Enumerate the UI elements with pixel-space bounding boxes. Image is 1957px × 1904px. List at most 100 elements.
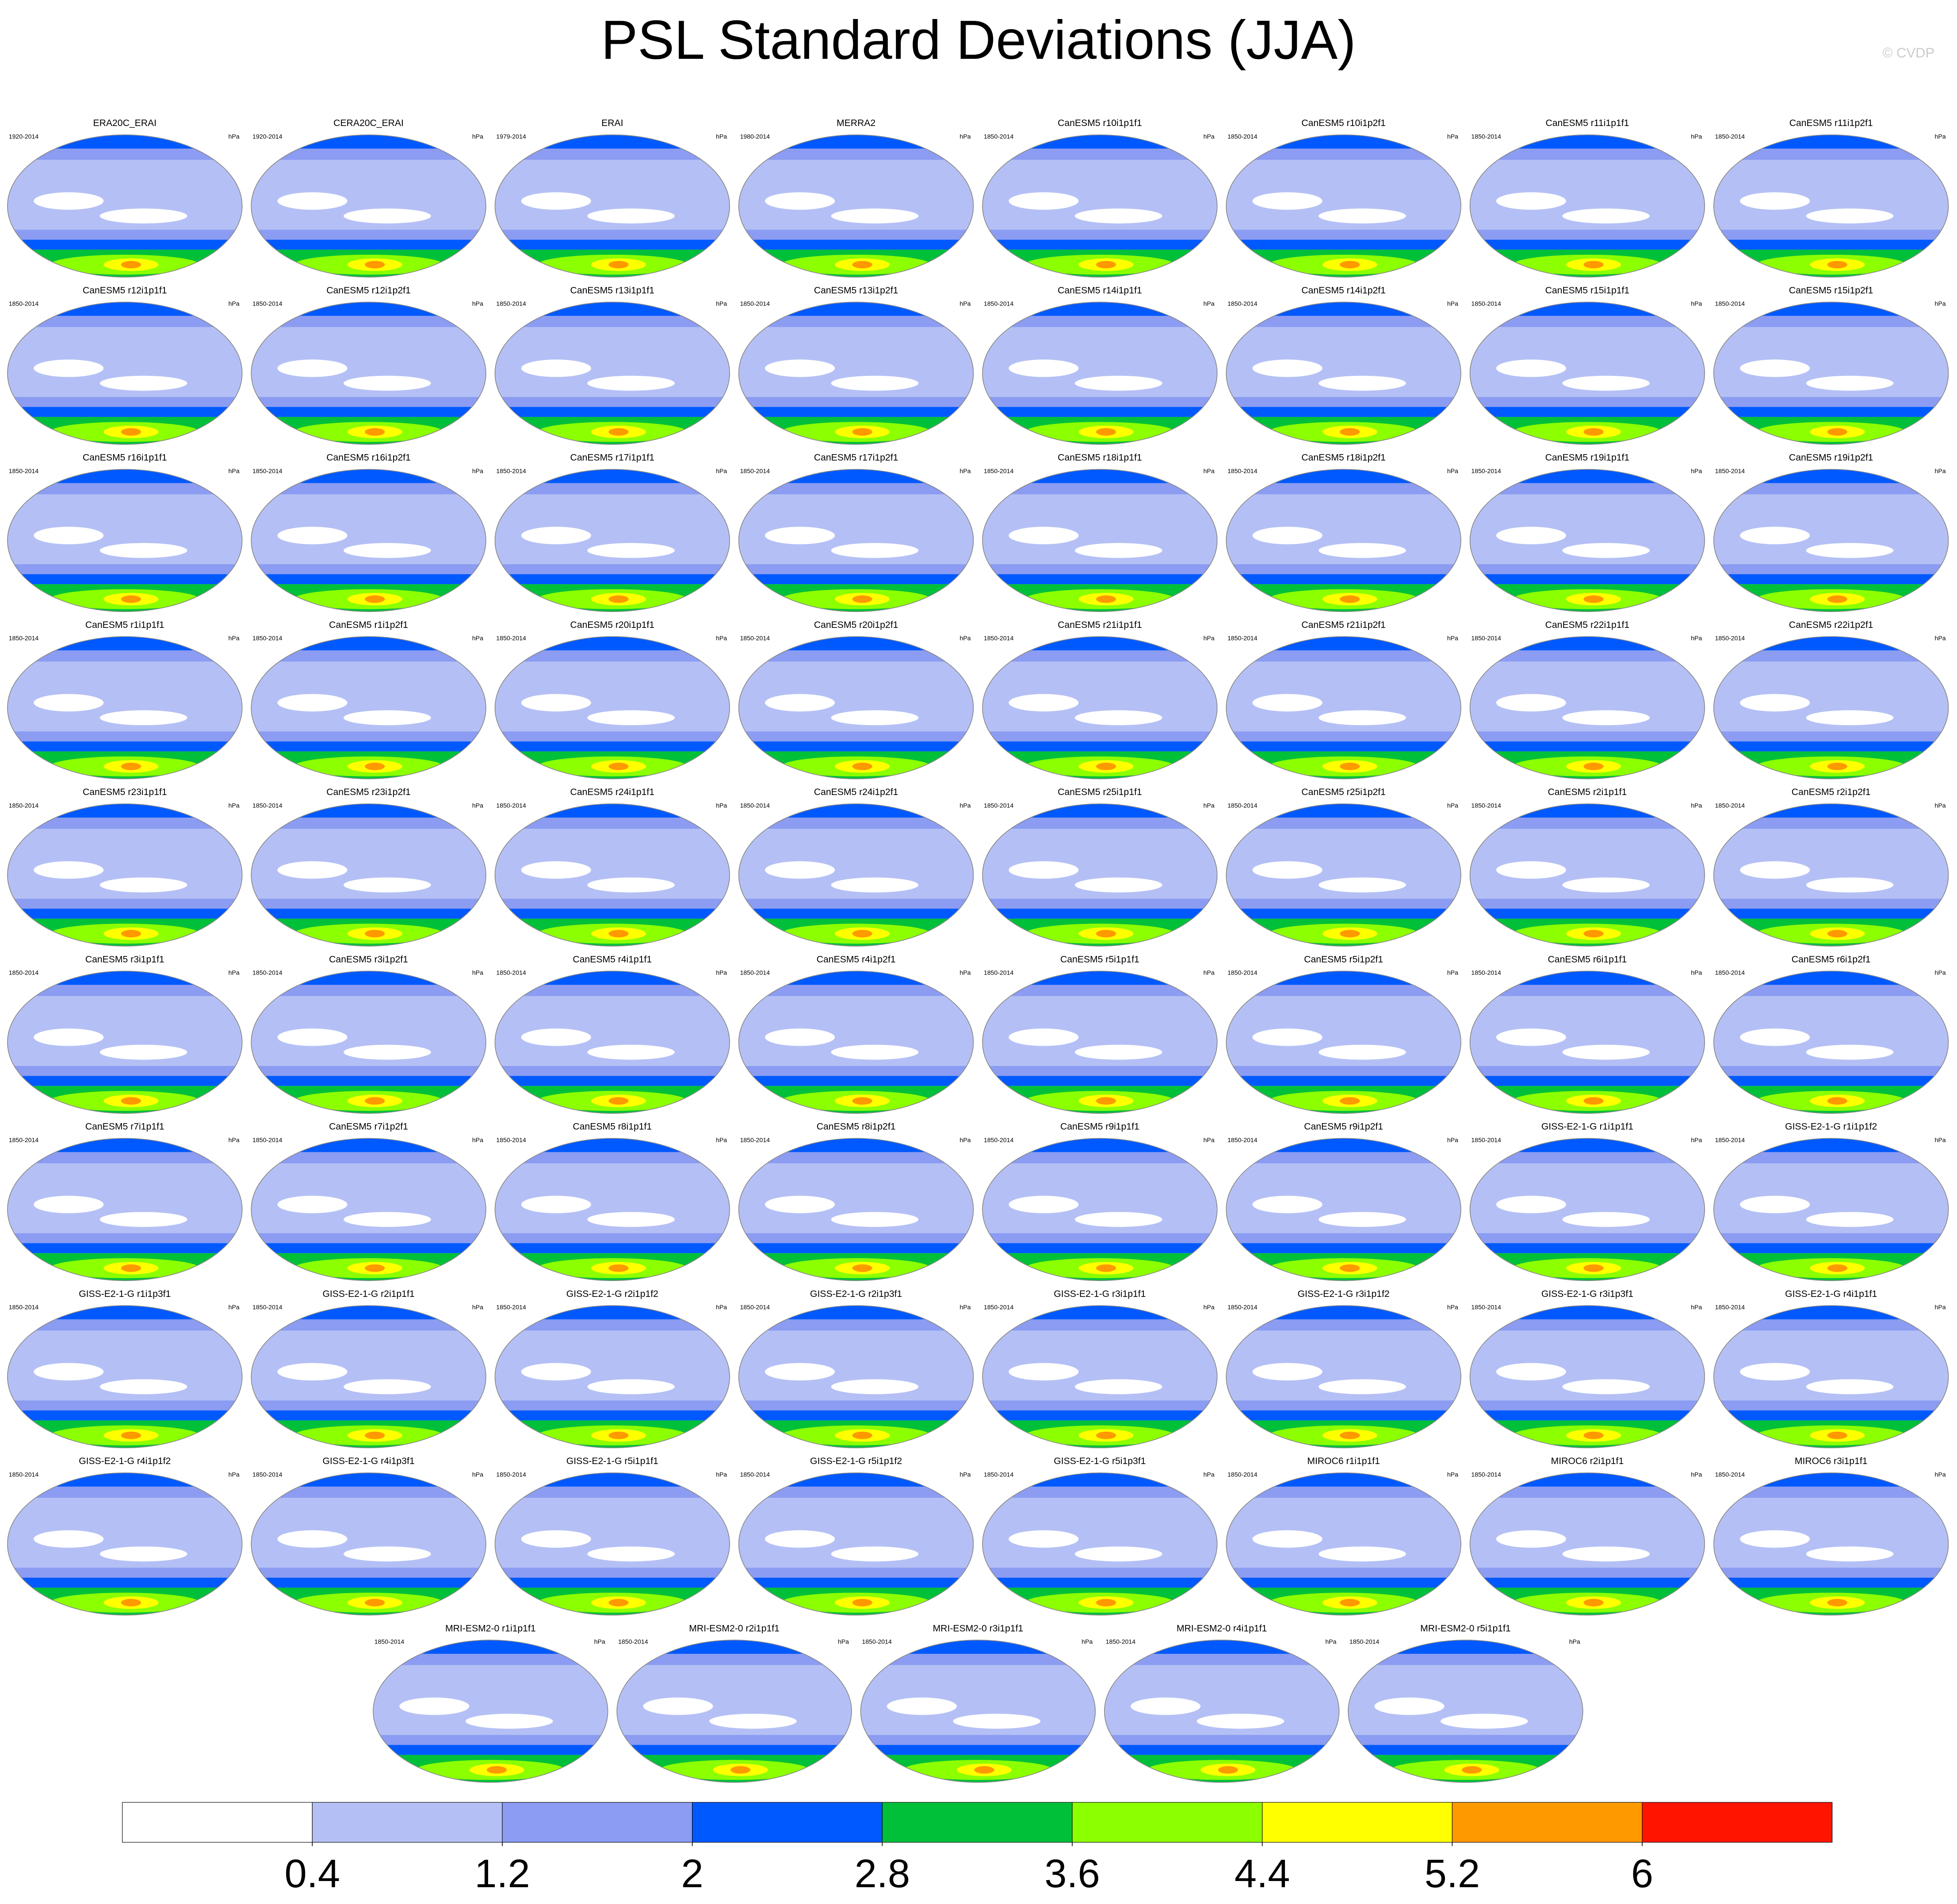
field — [251, 803, 486, 818]
field — [1461, 1766, 1482, 1774]
map-outline — [1469, 469, 1705, 612]
map-panel: CanESM5 r15i1p2f1 1850-2014 hPa — [1713, 285, 1949, 445]
field — [1713, 229, 1949, 240]
field — [1496, 861, 1566, 879]
panel-units: hPa — [229, 467, 240, 474]
field — [982, 397, 1217, 407]
map — [860, 1640, 1096, 1782]
field — [1470, 1318, 1705, 1331]
panel-title: CanESM5 r14i1p1f1 — [1058, 285, 1142, 295]
field — [1806, 1044, 1894, 1060]
panel-units: hPa — [716, 133, 727, 140]
field — [1713, 240, 1949, 250]
panel-period: 1850-2014 — [984, 1471, 1014, 1478]
panel-title: GISS-E2-1-G r1i1p1f1 — [1541, 1122, 1633, 1132]
field — [365, 428, 385, 436]
field — [738, 1578, 974, 1588]
field — [1713, 636, 1949, 650]
field — [7, 731, 242, 742]
field — [1496, 694, 1566, 712]
panel-title: CanESM5 r22i1p2f1 — [1789, 620, 1873, 630]
field — [495, 1138, 730, 1152]
panel-title: CanESM5 r14i1p2f1 — [1301, 285, 1386, 295]
map-panel: CanESM5 r3i1p1f1 1850-2014 hPa — [7, 954, 243, 1114]
panel-title: CanESM5 r11i1p1f1 — [1545, 118, 1629, 128]
panel-units: hPa — [959, 467, 971, 474]
field — [495, 983, 730, 996]
field — [831, 1212, 919, 1227]
panel-units: hPa — [959, 635, 971, 642]
panel-period: 1850-2014 — [1471, 300, 1501, 307]
field — [1713, 1568, 1949, 1578]
panel-title: MRI-ESM2-0 r3i1p1f1 — [933, 1623, 1024, 1633]
map-panel: CanESM5 r12i1p2f1 1850-2014 hPa — [251, 285, 486, 445]
map-outline — [1469, 803, 1705, 947]
field — [251, 1151, 486, 1163]
panel-period: 1850-2014 — [252, 1471, 283, 1478]
field — [1009, 1028, 1079, 1046]
field — [7, 816, 242, 829]
map-panel: CanESM5 r3i1p2f1 1850-2014 hPa — [251, 954, 486, 1114]
field — [982, 1138, 1217, 1152]
field — [1226, 1472, 1461, 1487]
field — [765, 1363, 835, 1381]
field — [1713, 803, 1949, 818]
map-outline — [7, 803, 243, 947]
map-panel: CanESM5 r13i1p1f1 1850-2014 hPa — [494, 285, 730, 445]
field — [738, 302, 974, 316]
field — [1713, 1243, 1949, 1254]
map-panel: GISS-E2-1-G r3i1p1f2 1850-2014 hPa — [1226, 1289, 1461, 1449]
field — [251, 1066, 486, 1076]
map — [982, 134, 1217, 277]
map-panel: GISS-E2-1-G r3i1p3f1 1850-2014 hPa — [1469, 1289, 1705, 1449]
map-outline — [1104, 1640, 1340, 1783]
panel-units: hPa — [1691, 1304, 1702, 1311]
field — [1562, 1044, 1650, 1060]
map — [1713, 1138, 1949, 1281]
panel-title: CanESM5 r7i1p1f1 — [85, 1122, 164, 1132]
field — [251, 898, 486, 909]
field — [1470, 1151, 1705, 1163]
map — [1104, 1640, 1339, 1782]
map — [982, 302, 1217, 445]
panel-period: 1850-2014 — [1106, 1638, 1136, 1645]
field — [738, 1151, 974, 1163]
field — [860, 1652, 1096, 1665]
field — [373, 1735, 608, 1745]
field — [608, 762, 629, 770]
field — [1340, 1599, 1360, 1606]
map — [495, 469, 730, 612]
panel-period: 1850-2014 — [252, 467, 283, 474]
panel-title: CanESM5 r21i1p1f1 — [1058, 620, 1142, 630]
field — [495, 407, 730, 417]
field — [1496, 1530, 1566, 1548]
field — [1713, 302, 1949, 316]
map — [495, 1472, 730, 1615]
panel-title: GISS-E2-1-G r3i1p1f2 — [1298, 1289, 1390, 1299]
field — [521, 1196, 591, 1213]
field — [7, 983, 242, 996]
field — [982, 229, 1217, 240]
panel-title: GISS-E2-1-G r3i1p3f1 — [1541, 1289, 1633, 1299]
map — [1470, 1305, 1705, 1448]
map-outline — [1226, 1472, 1461, 1616]
panel-units: hPa — [716, 969, 727, 976]
field — [34, 694, 104, 712]
panel-units: hPa — [1691, 802, 1702, 809]
map — [251, 302, 486, 445]
panel-units: hPa — [1447, 1471, 1458, 1478]
map-outline — [494, 1472, 730, 1616]
panel-title: CanESM5 r19i1p2f1 — [1789, 453, 1873, 463]
field — [99, 375, 187, 391]
field — [365, 762, 385, 770]
field — [1827, 1264, 1847, 1272]
panel-period: 1850-2014 — [1471, 969, 1501, 976]
field — [1470, 147, 1705, 160]
field — [1806, 208, 1894, 224]
field — [982, 1472, 1217, 1487]
colorbar-tick-label: 2 — [681, 1851, 703, 1896]
field — [521, 694, 591, 712]
field — [251, 1472, 486, 1487]
field — [1583, 261, 1604, 269]
field — [495, 803, 730, 818]
